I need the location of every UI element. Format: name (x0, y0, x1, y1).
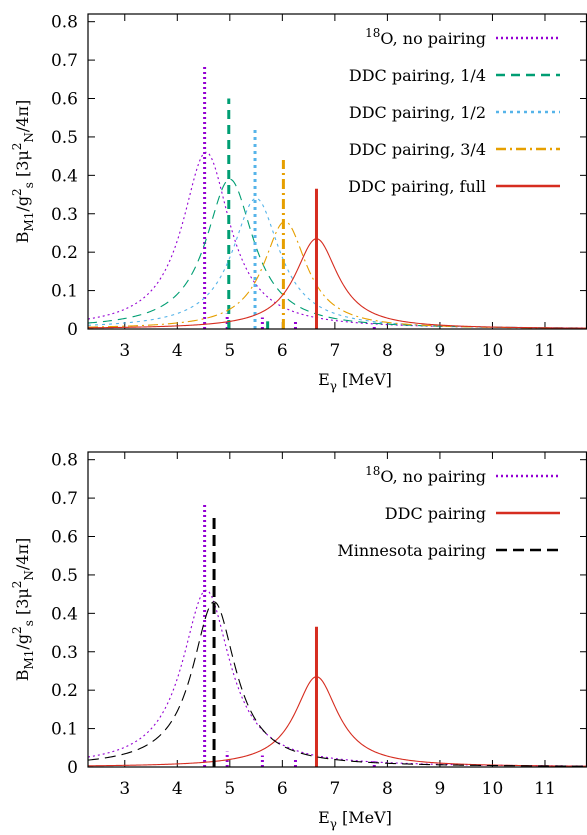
series-curve-ddc-pairing-full (88, 238, 587, 329)
series-curve-o-no-pairing (88, 589, 587, 767)
y-tick-label: 0.7 (51, 489, 78, 509)
plot-area (88, 501, 587, 767)
bottom-panel: 0 0.1 0.2 0.3 0.4 0.5 0.6 0.7 0.8 3 4 5 6 7 8 9 10 11 18O,… (10, 451, 587, 831)
x-axis-label: Eγ [MeV] (318, 808, 392, 831)
x-tick-label: 10 (482, 341, 504, 361)
x-tick-label: 7 (329, 341, 340, 361)
x-tick-label: 9 (435, 341, 446, 361)
y-tick-label: 0.4 (51, 166, 78, 186)
y-tick-label: 0.1 (51, 720, 78, 740)
x-tick-label: 6 (277, 779, 288, 799)
series-curve-ddc-pairing-1-2 (88, 197, 587, 329)
y-axis-label: BM1/g2s [3μ2N/4π] (10, 100, 36, 244)
series-curve-o-no-pairing (88, 151, 587, 329)
x-tick-label: 4 (172, 779, 183, 799)
legend-label-ddc-pairing-1-2: DDC pairing, 1/2 (349, 103, 486, 122)
y-tick-label: 0.2 (51, 243, 78, 263)
legend-label-o-no-pairing: 18O, no pairing (365, 464, 486, 486)
y-tick-label: 0.7 (51, 51, 78, 71)
y-tick-label: 0 (67, 758, 78, 778)
legend-label-ddc-pairing-3-4: DDC pairing, 3/4 (349, 140, 486, 159)
y-tick-label: 0.3 (51, 205, 78, 225)
legend-label-o-no-pairing: 18O, no pairing (365, 26, 486, 48)
legend-label-minnesota-pairing: Minnesota pairing (337, 541, 486, 560)
legend-label-ddc-pairing-full: DDC pairing, full (348, 177, 486, 196)
plot-area (88, 63, 587, 329)
top-panel: 0 0.1 0.2 0.3 0.4 0.5 0.6 0.7 0.8 3 4 5 6 7 8 9 10 11 18O,… (10, 13, 587, 393)
plot-frame (87, 451, 587, 768)
x-tick-label: 9 (435, 779, 446, 799)
legend-label-ddc-pairing: DDC pairing (385, 504, 486, 523)
x-tick-label: 11 (534, 779, 556, 799)
x-tick-label: 5 (224, 779, 235, 799)
y-tick-label: 0.6 (51, 90, 78, 110)
x-tick-label: 6 (277, 341, 288, 361)
y-tick-label: 0.4 (51, 604, 78, 624)
x-tick-label: 8 (382, 341, 393, 361)
series-curve-minnesota-pairing (88, 601, 587, 767)
plot-frame (87, 13, 587, 330)
y-tick-label: 0.3 (51, 643, 78, 663)
y-tick-label: 0.2 (51, 681, 78, 701)
x-tick-label: 11 (534, 341, 556, 361)
x-tick-label: 4 (172, 341, 183, 361)
x-tick-label: 8 (382, 779, 393, 799)
x-tick-label: 5 (224, 341, 235, 361)
x-tick-label: 3 (119, 779, 130, 799)
x-tick-label: 10 (482, 779, 504, 799)
y-tick-label: 0.1 (51, 282, 78, 302)
y-tick-label: 0.5 (51, 566, 78, 586)
y-tick-label: 0.8 (51, 13, 78, 33)
y-tick-label: 0.6 (51, 528, 78, 548)
series-curve-ddc-pairing-1-4 (88, 178, 587, 329)
series-curve-ddc-pairing (88, 676, 587, 767)
y-tick-label: 0.5 (51, 128, 78, 148)
legend-label-ddc-pairing-1-4: DDC pairing, 1/4 (349, 66, 486, 85)
x-axis-label: Eγ [MeV] (318, 370, 392, 393)
x-tick-label: 3 (119, 341, 130, 361)
x-tick-label: 7 (329, 779, 340, 799)
y-axis-label: BM1/g2s [3μ2N/4π] (10, 538, 36, 682)
y-tick-label: 0 (67, 320, 78, 340)
y-tick-label: 0.8 (51, 451, 78, 471)
